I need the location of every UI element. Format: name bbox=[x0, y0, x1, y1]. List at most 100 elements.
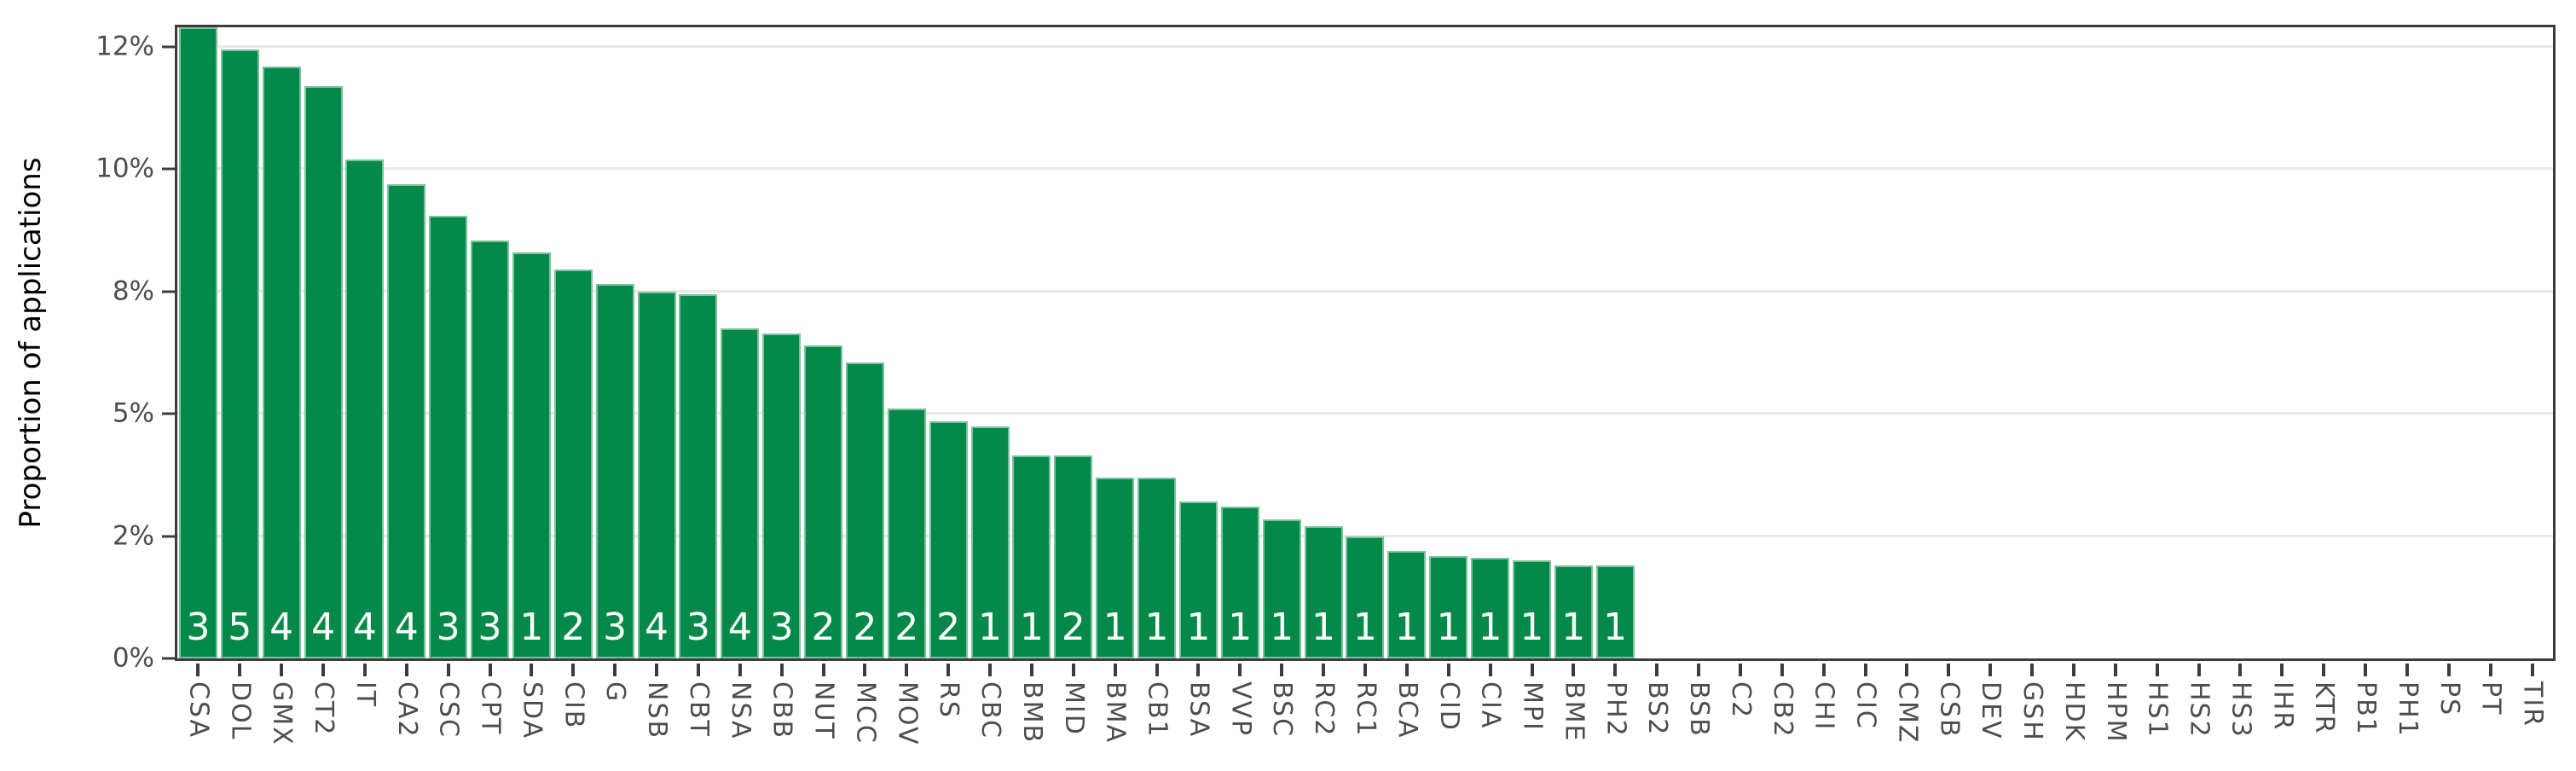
x-tick-mark bbox=[738, 664, 742, 676]
x-tick-mark bbox=[2113, 664, 2117, 676]
y-tick-label: 5% bbox=[112, 397, 154, 429]
category-slot: 4 bbox=[636, 27, 678, 658]
bar: 3 bbox=[762, 333, 802, 658]
x-tick-mark bbox=[2238, 664, 2243, 676]
x-tick-label: CPT bbox=[475, 681, 506, 736]
category-slot bbox=[1970, 27, 2012, 658]
category-slot: 1 bbox=[1303, 27, 1345, 658]
x-tick-label: CB2 bbox=[1767, 681, 1797, 739]
x-tick-label: CB1 bbox=[1142, 681, 1172, 739]
y-tick-label: 12% bbox=[96, 31, 154, 62]
bar-count-label: 4 bbox=[645, 606, 669, 649]
x-tick-label: HPM bbox=[2100, 681, 2131, 744]
bar: 1 bbox=[1387, 550, 1427, 658]
x-tick-mark bbox=[696, 664, 700, 676]
x-tick-mark bbox=[1947, 664, 1951, 676]
x-tick-label: GMX bbox=[267, 681, 298, 746]
y-tick-mark bbox=[162, 657, 175, 660]
x-tick-mark bbox=[2446, 664, 2451, 676]
gridline bbox=[177, 534, 2553, 537]
bar-count-label: 1 bbox=[1311, 606, 1336, 649]
category-slot: 4 bbox=[344, 27, 386, 658]
y-tick-mark bbox=[162, 412, 175, 415]
bar: 4 bbox=[345, 159, 385, 658]
bar: 1 bbox=[1178, 501, 1218, 658]
bar-count-label: 1 bbox=[1520, 606, 1544, 649]
category-slot bbox=[1886, 27, 1928, 658]
category-slot bbox=[1803, 27, 1844, 658]
bar-count-label: 1 bbox=[978, 606, 1003, 649]
x-tick-mark bbox=[779, 664, 784, 676]
x-tick-mark bbox=[571, 664, 576, 676]
x-tick-label: PH1 bbox=[2392, 681, 2423, 738]
x-tick-label: IT bbox=[350, 681, 380, 709]
category-slot: 2 bbox=[886, 27, 928, 658]
x-tick-label: BCA bbox=[1392, 681, 1422, 739]
x-tick-label: HS1 bbox=[2142, 681, 2173, 739]
x-tick-mark bbox=[2322, 664, 2326, 676]
category-slot: 1 bbox=[511, 27, 553, 658]
category-slot bbox=[2012, 27, 2053, 658]
x-tick-mark bbox=[1863, 664, 1867, 676]
bar: 1 bbox=[1554, 565, 1593, 658]
category-slot: 1 bbox=[1553, 27, 1595, 658]
x-tick-mark bbox=[321, 664, 326, 676]
x-tick-mark bbox=[988, 664, 993, 676]
x-tick-label: DOL bbox=[225, 681, 256, 741]
x-tick-label: IHR bbox=[2267, 681, 2298, 732]
x-tick-label: HS3 bbox=[2226, 681, 2256, 739]
x-tick-mark bbox=[1780, 664, 1784, 676]
x-tick-label: CBT bbox=[683, 681, 714, 738]
x-tick-mark bbox=[1363, 664, 1367, 676]
category-slot: 3 bbox=[678, 27, 720, 658]
x-tick-mark bbox=[1280, 664, 1284, 676]
category-slot: 2 bbox=[844, 27, 886, 658]
x-tick-label: PT bbox=[2475, 681, 2506, 716]
bar-count-label: 1 bbox=[1186, 606, 1211, 649]
bar: 1 bbox=[512, 252, 551, 658]
category-slot bbox=[2094, 27, 2136, 658]
category-slot: 2 bbox=[553, 27, 594, 658]
x-tick-label: SDA bbox=[517, 681, 547, 740]
bar: 2 bbox=[1054, 455, 1093, 658]
x-tick-mark bbox=[2364, 664, 2368, 676]
x-tick-label: CHI bbox=[1809, 681, 1839, 732]
bar-count-label: 3 bbox=[186, 606, 211, 649]
category-slot bbox=[2052, 27, 2094, 658]
category-slot bbox=[1928, 27, 1970, 658]
x-tick-mark bbox=[1821, 664, 1826, 676]
x-tick-label: BME bbox=[1559, 681, 1589, 743]
category-slot: 1 bbox=[1469, 27, 1511, 658]
y-tick-label: 8% bbox=[112, 275, 154, 307]
bar: 1 bbox=[970, 426, 1010, 658]
bar-count-label: 1 bbox=[1603, 606, 1628, 649]
x-tick-mark bbox=[1905, 664, 1909, 676]
bar-count-label: 3 bbox=[686, 606, 710, 649]
category-slot bbox=[2261, 27, 2303, 658]
category-slot: 1 bbox=[1219, 27, 1261, 658]
x-tick-label: VVP bbox=[1225, 681, 1256, 738]
x-tick-mark bbox=[2030, 664, 2035, 676]
x-tick-mark bbox=[2071, 664, 2075, 676]
y-tick-label: 10% bbox=[96, 153, 154, 184]
x-tick-mark bbox=[1029, 664, 1033, 676]
x-tick-label: C2 bbox=[1725, 681, 1756, 720]
category-slot bbox=[1678, 27, 1720, 658]
bar-count-label: 1 bbox=[1228, 606, 1253, 649]
category-slot: 4 bbox=[303, 27, 344, 658]
bar: 2 bbox=[845, 362, 884, 658]
x-tick-mark bbox=[404, 664, 408, 676]
x-tick-label: CSC bbox=[433, 681, 464, 739]
bar: 3 bbox=[471, 240, 510, 658]
bar: 2 bbox=[553, 269, 593, 658]
gridline bbox=[177, 44, 2553, 48]
bar: 1 bbox=[1220, 507, 1259, 658]
x-tick-mark bbox=[362, 664, 367, 676]
x-tick-label: KTR bbox=[2309, 681, 2340, 735]
category-slot: 4 bbox=[261, 27, 303, 658]
x-tick-label: HDK bbox=[2058, 681, 2089, 743]
x-tick-label: CIB bbox=[559, 681, 589, 730]
category-slot: 1 bbox=[1178, 27, 1219, 658]
